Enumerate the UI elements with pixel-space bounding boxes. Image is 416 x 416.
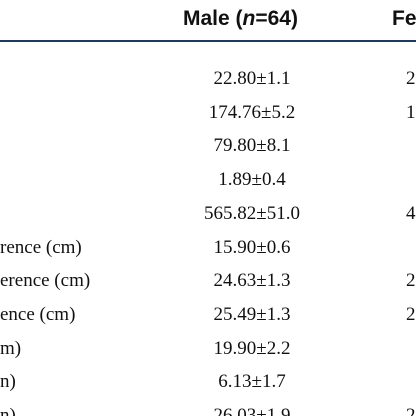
- male-column-header: Male (n=64): [183, 6, 298, 32]
- female-value: 2: [406, 304, 416, 325]
- female-value: 2: [406, 405, 416, 416]
- row-label: erence (cm): [0, 270, 91, 291]
- female-value: 1: [406, 102, 416, 123]
- male-header-n: n: [242, 7, 256, 30]
- row-label: m): [0, 338, 22, 359]
- female-value: 2: [406, 270, 416, 291]
- male-header-suffix: =64): [255, 7, 298, 30]
- row-label: rence (cm): [0, 237, 82, 258]
- row-label: n): [0, 405, 16, 416]
- female-value: 2: [406, 68, 416, 89]
- male-header-prefix: Male (: [183, 7, 243, 30]
- row-label: ence (cm): [0, 304, 76, 325]
- female-value: 4(: [406, 203, 416, 224]
- female-column-header: Fe: [392, 7, 416, 30]
- header-rule: [0, 40, 416, 42]
- row-label: n): [0, 371, 16, 392]
